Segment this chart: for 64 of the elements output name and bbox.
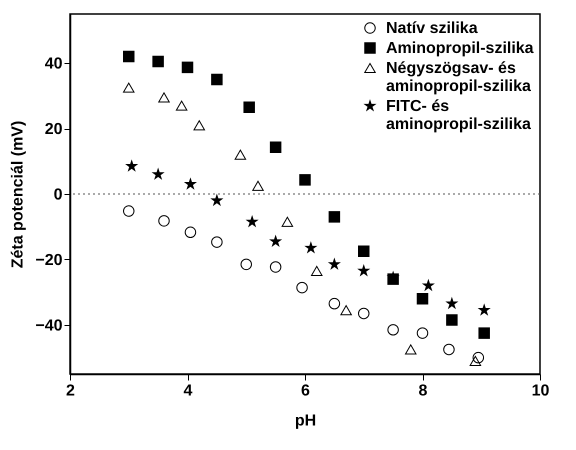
point: [416, 327, 428, 339]
point: [299, 174, 311, 186]
point: [211, 194, 222, 206]
point: [387, 324, 399, 336]
point: [270, 261, 282, 273]
y-tick-label: 0: [54, 186, 63, 204]
point: [328, 258, 340, 270]
point: [211, 236, 223, 248]
point: [158, 92, 170, 102]
x-tick-label: 8: [418, 382, 428, 400]
x-axis-title: pH: [294, 412, 316, 430]
point: [478, 304, 490, 315]
x-tick-label: 6: [301, 382, 310, 400]
point: [358, 265, 370, 276]
point: [126, 160, 138, 171]
point: [123, 82, 134, 93]
point: [123, 205, 134, 217]
point: [446, 314, 458, 326]
point: [158, 215, 170, 227]
point: [211, 74, 223, 86]
point: [446, 298, 458, 308]
point: [240, 258, 252, 270]
point: [328, 298, 340, 310]
point: [311, 266, 322, 276]
point: [234, 150, 246, 160]
point: [243, 102, 255, 114]
point: [358, 246, 370, 258]
point: [478, 327, 490, 339]
point: [405, 344, 416, 354]
point: [470, 356, 482, 366]
point: [422, 280, 434, 290]
y-tick-label: −20: [35, 252, 63, 269]
point: [328, 211, 340, 223]
x-tick-label: 10: [532, 382, 550, 400]
point: [184, 226, 196, 238]
point: [246, 216, 258, 227]
point: [282, 216, 294, 227]
point: [184, 178, 196, 189]
y-axis-title: Zéta potenciál (mV): [9, 120, 26, 268]
x-tick-label: 4: [184, 382, 193, 400]
legend-label: Négyszögsav- és aminopropil-szilika: [386, 60, 532, 95]
point: [270, 141, 282, 153]
y-tick-label: −40: [35, 317, 63, 334]
point: [152, 56, 164, 68]
y-tick-label: 40: [44, 56, 63, 73]
legend-label: Aminopropil-szilika: [386, 40, 534, 57]
legend-label: Natív szilika: [386, 20, 478, 37]
point: [270, 236, 282, 246]
point: [443, 344, 455, 356]
x-tick-label: 2: [66, 382, 76, 400]
point: [182, 62, 194, 74]
point: [416, 292, 428, 304]
point: [358, 308, 370, 320]
point: [123, 50, 134, 62]
point: [472, 352, 484, 364]
legend-label: FITC- és aminopropil-szilika: [386, 98, 532, 133]
point: [152, 168, 164, 180]
point: [340, 305, 352, 316]
point: [305, 242, 316, 253]
point: [194, 120, 205, 130]
y-tick-label: 20: [44, 121, 63, 138]
point: [176, 100, 188, 111]
point: [296, 282, 308, 294]
point: [252, 180, 264, 191]
